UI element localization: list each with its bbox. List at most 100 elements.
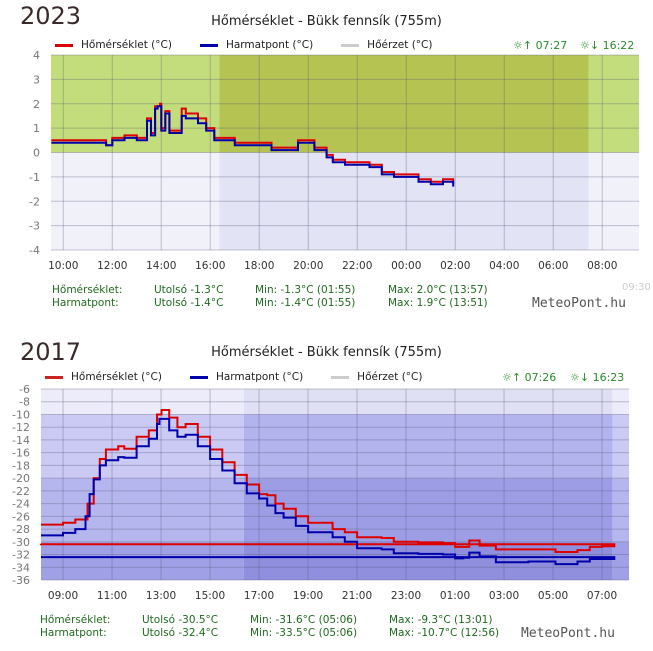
day-band — [612, 414, 629, 479]
y-tick-label: -30 — [12, 536, 30, 549]
day-band — [612, 478, 629, 542]
sunrise: ☼↑ 07:26 — [502, 371, 557, 384]
y-tick-label: -14 — [12, 434, 30, 447]
dewpoint-line — [41, 417, 616, 566]
temperature-swatch — [45, 375, 63, 379]
x-tick-label: 14:00 — [146, 260, 176, 272]
feels-like-swatch — [331, 375, 350, 379]
temperature-line — [40, 409, 616, 553]
stat-dew-last: Utolsó -1.4°C — [154, 297, 224, 309]
stat-dew-min: Min: -33.5°C (05:06) — [250, 627, 358, 639]
night-band — [243, 389, 613, 415]
y-tick-label: 4 — [33, 49, 40, 62]
dewpoint-swatch — [189, 375, 208, 379]
x-tick-label: 23:00 — [391, 590, 421, 602]
y-tick-label: 0 — [33, 147, 40, 160]
y-tick-label: -18 — [12, 459, 30, 472]
y-tick-label: 2 — [33, 98, 40, 111]
night-band — [219, 55, 589, 153]
stat-dew-last: Utolsó -32.4°C — [142, 627, 219, 639]
x-tick-label: 09:00 — [48, 590, 78, 602]
sunset: ☼↓ 16:22 — [580, 39, 635, 52]
stat-dew-min: Min: -1.4°C (01:55) — [255, 297, 356, 309]
y-tick-label: -22 — [12, 485, 30, 498]
y-tick-label: -34 — [12, 561, 30, 574]
x-tick-label: 04:00 — [489, 260, 519, 272]
year-label: 2017 — [20, 338, 82, 366]
legend-dewpoint: Harmatpont (°C) — [225, 39, 314, 51]
y-tick-label: -28 — [12, 523, 30, 536]
stat-dew-label: Harmatpont: — [40, 627, 107, 639]
x-tick-label: 01:00 — [440, 590, 470, 602]
y-tick-label: -24 — [12, 498, 30, 511]
day-band — [41, 389, 244, 415]
x-tick-label: 06:00 — [538, 260, 568, 272]
y-tick-label: -12 — [12, 421, 30, 434]
stat-temp-min: Min: -31.6°C (05:06) — [250, 614, 358, 626]
brand-logo: MeteoPont.hu — [532, 296, 626, 311]
chart-title: Hőmérséklet - Bükk fennsík (755m) — [211, 345, 442, 360]
day-band — [51, 152, 220, 250]
stat-temp-label: Hőmérséklet: — [40, 614, 111, 626]
x-tick-label: 00:00 — [391, 260, 421, 272]
y-tick-label: 3 — [33, 73, 40, 86]
x-tick-label: 03:00 — [489, 590, 519, 602]
brand-logo: MeteoPont.hu — [521, 626, 615, 641]
x-tick-label: 15:00 — [195, 590, 225, 602]
sunset: ☼↓ 16:23 — [570, 371, 625, 384]
stat-temp-last: Utolsó -1.3°C — [154, 284, 224, 296]
night-band — [243, 414, 613, 479]
x-tick-label: 07:00 — [587, 590, 617, 602]
x-tick-label: 17:00 — [244, 590, 274, 602]
x-tick-label: 22:00 — [342, 260, 372, 272]
year-label: 2023 — [20, 2, 82, 30]
legend-feels-like: Hőérzet (°C) — [357, 371, 423, 383]
temperature-swatch — [55, 43, 73, 47]
stat-temp-label: Hőmérséklet: — [52, 284, 123, 296]
night-band — [243, 478, 613, 542]
stat-temp-min: Min: -1.3°C (01:55) — [255, 284, 356, 296]
x-tick-label: 05:00 — [538, 590, 568, 602]
stat-dew-max: Max: -10.7°C (12:56) — [389, 627, 500, 639]
x-tick-label: 18:00 — [244, 260, 274, 272]
timestamp: 09:30 — [622, 282, 651, 293]
day-band — [612, 541, 629, 580]
x-tick-label: 13:00 — [146, 590, 176, 602]
stat-dew-max: Max: 1.9°C (13:51) — [388, 297, 488, 309]
stat-temp-max: Max: 2.0°C (13:57) — [388, 284, 488, 296]
night-band — [219, 152, 589, 250]
y-tick-label: -26 — [12, 510, 30, 523]
x-tick-label: 21:00 — [342, 590, 372, 602]
x-tick-label: 08:00 — [587, 260, 617, 272]
y-tick-label: -32 — [12, 549, 30, 562]
chart-panel-2023: 2023 Hőmérséklet - Bükk fennsík (755m) H… — [0, 0, 653, 320]
legend-dewpoint: Harmatpont (°C) — [215, 371, 304, 383]
day-band — [41, 541, 244, 580]
x-tick-label: 02:00 — [440, 260, 470, 272]
x-tick-label: 19:00 — [293, 590, 323, 602]
day-band — [588, 55, 639, 153]
y-tick-label: -4 — [29, 244, 40, 257]
y-tick-label: -2 — [29, 195, 40, 208]
sunrise: ☼↑ 07:27 — [513, 39, 568, 52]
x-tick-label: 11:00 — [97, 590, 127, 602]
x-tick-label: 12:00 — [97, 260, 127, 272]
stat-dew-label: Harmatpont: — [52, 297, 119, 309]
stat-temp-max: Max: -9.3°C (13:01) — [389, 614, 493, 626]
dewpoint-swatch — [199, 43, 218, 47]
legend: Hőmérséklet (°C) Harmatpont (°C) Hőérzet… — [45, 371, 422, 383]
y-tick-label: -16 — [12, 447, 30, 460]
legend-feels-like: Hőérzet (°C) — [367, 39, 433, 51]
chart-title: Hőmérséklet - Bükk fennsík (755m) — [211, 14, 442, 29]
legend: Hőmérséklet (°C) Harmatpont (°C) Hőérzet… — [55, 39, 432, 51]
y-tick-label: -20 — [12, 472, 30, 485]
y-tick-label: -1 — [29, 171, 40, 184]
feels-like-swatch — [341, 43, 360, 47]
legend-temperature: Hőmérséklet (°C) — [71, 371, 162, 383]
y-tick-label: -36 — [12, 574, 30, 587]
x-tick-label: 16:00 — [195, 260, 225, 272]
legend-temperature: Hőmérséklet (°C) — [81, 39, 172, 51]
day-band — [612, 389, 629, 415]
